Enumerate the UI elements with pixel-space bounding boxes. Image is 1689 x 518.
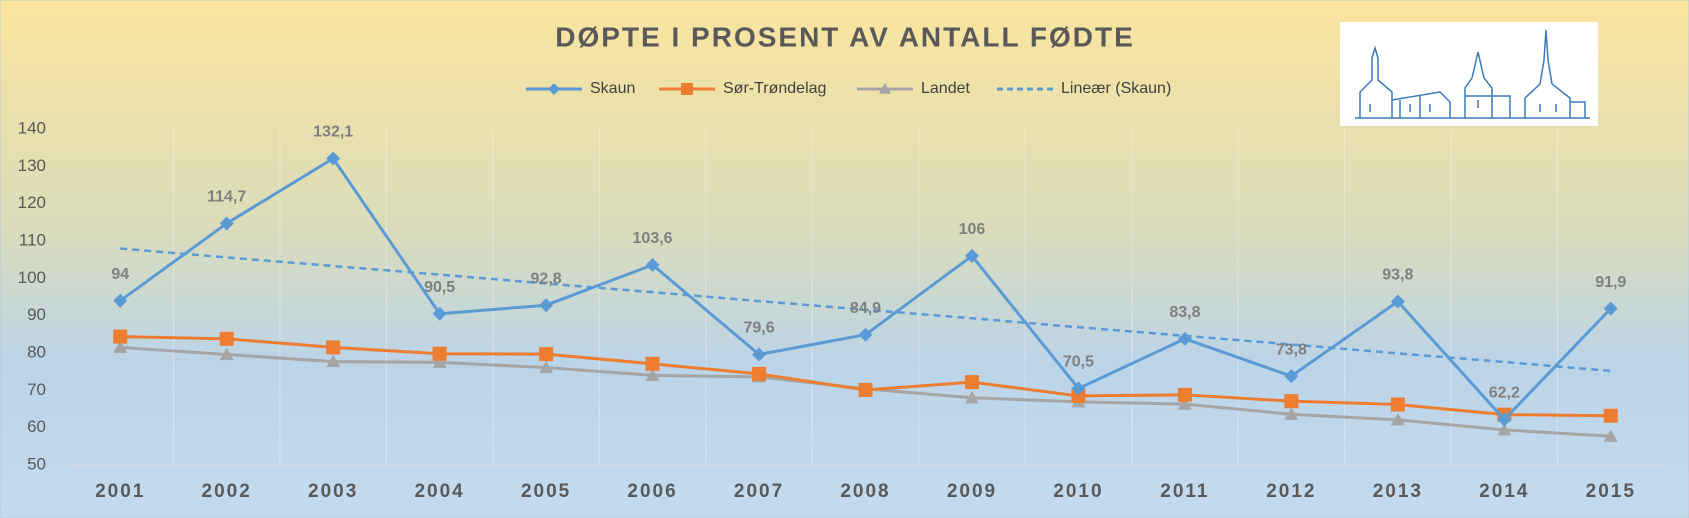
data-label: 90,5	[424, 279, 455, 296]
data-label: 79,6	[743, 320, 774, 337]
point	[1390, 397, 1405, 412]
point	[539, 360, 554, 374]
legend-label: Landet	[921, 80, 970, 97]
y-tick-label: 60	[27, 417, 46, 436]
y-tick-label: 110	[19, 230, 46, 249]
point	[539, 347, 554, 362]
point	[432, 355, 447, 368]
x-tick-label: 2002	[202, 481, 252, 502]
point	[645, 356, 660, 371]
x-tick-label: 2011	[1160, 481, 1209, 502]
point	[879, 83, 891, 94]
point	[752, 347, 767, 362]
point	[645, 368, 660, 381]
y-tick-label: 80	[27, 342, 46, 361]
point	[1284, 369, 1299, 384]
data-label: 73,8	[1276, 341, 1307, 358]
point	[1497, 412, 1512, 427]
y-tick-label: 90	[27, 305, 46, 324]
point	[1071, 381, 1086, 396]
x-tick-label: 2013	[1373, 481, 1423, 502]
data-label: 91,9	[1595, 274, 1626, 291]
point	[432, 346, 447, 361]
data-label: 70,5	[1063, 354, 1094, 371]
point	[113, 329, 128, 344]
point	[858, 327, 873, 342]
point	[1497, 422, 1512, 436]
point	[1390, 294, 1405, 309]
point	[1177, 331, 1192, 346]
legend-label: Sør-Trøndelag	[723, 80, 826, 97]
data-label: 83,8	[1169, 304, 1200, 321]
point	[432, 306, 447, 321]
x-tick-label: 2015	[1586, 481, 1636, 502]
data-label: 92,8	[531, 270, 562, 287]
x-tick-label: 2008	[840, 481, 890, 502]
data-label: 103,6	[633, 230, 673, 247]
legend-item: Sør-Trøndelag	[659, 80, 826, 97]
point	[1177, 397, 1192, 410]
point	[539, 298, 554, 313]
data-label: 132,1	[313, 124, 353, 141]
x-tick-label: 2005	[521, 481, 571, 502]
point	[1603, 301, 1618, 316]
point	[219, 216, 234, 231]
point	[1603, 408, 1618, 423]
point	[964, 390, 979, 404]
y-tick-label: 140	[18, 118, 46, 137]
point	[1390, 412, 1405, 426]
x-tick-label: 2001	[95, 481, 145, 502]
data-label: 94	[111, 266, 129, 283]
data-label: 114,7	[207, 189, 246, 206]
point	[1284, 407, 1299, 420]
point	[1071, 388, 1086, 403]
point	[681, 83, 693, 95]
logo	[1340, 22, 1598, 126]
point	[964, 375, 979, 390]
x-tick-label: 2007	[734, 481, 784, 502]
data-label: 106	[959, 221, 986, 238]
point	[1284, 394, 1299, 409]
data-label: 93,8	[1382, 267, 1413, 284]
point	[326, 340, 341, 355]
point	[1603, 429, 1618, 442]
y-tick-label: 50	[27, 454, 46, 473]
data-label: 62,2	[1489, 385, 1520, 402]
point	[113, 340, 128, 353]
legend-label: Lineær (Skaun)	[1061, 80, 1171, 97]
point	[219, 347, 234, 361]
point	[326, 151, 341, 166]
x-tick-label: 2004	[414, 481, 464, 502]
x-tick-label: 2006	[627, 481, 677, 502]
data-label: 84,9	[850, 300, 881, 317]
point	[964, 248, 979, 263]
x-tick-label: 2010	[1053, 481, 1103, 502]
y-tick-label: 70	[27, 380, 46, 399]
point	[548, 83, 560, 95]
y-tick-label: 100	[18, 268, 46, 287]
x-tick-label: 2003	[308, 481, 358, 502]
legend-label: Skaun	[590, 80, 635, 97]
legend-item: Lineær (Skaun)	[997, 80, 1171, 97]
x-tick-label: 2009	[947, 481, 997, 502]
trend-line	[120, 247, 1611, 373]
y-tick-label: 130	[18, 156, 46, 175]
point	[326, 354, 341, 368]
point	[219, 331, 234, 346]
legend-item: Skaun	[526, 80, 635, 97]
x-tick-label: 2014	[1479, 481, 1529, 502]
point	[1177, 387, 1192, 402]
point	[752, 366, 767, 381]
point	[858, 382, 873, 397]
y-tick-label: 120	[18, 193, 46, 212]
point	[113, 293, 128, 308]
legend-item: Landet	[857, 80, 970, 97]
x-tick-label: 2012	[1266, 481, 1316, 502]
chart-title: DØPTE I PROSENT AV ANTALL FØDTE	[555, 21, 1135, 52]
point	[645, 257, 660, 272]
